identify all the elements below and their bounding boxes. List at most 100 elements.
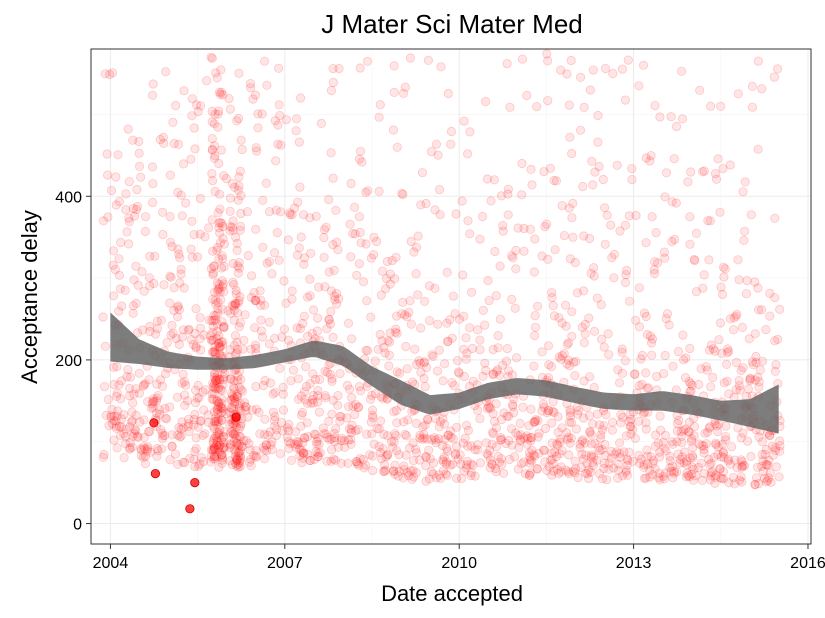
scatter-point <box>394 368 405 378</box>
scatter-point <box>639 462 649 472</box>
scatter-point <box>691 471 701 481</box>
scatter-point <box>648 469 658 480</box>
scatter-point <box>718 448 728 458</box>
scatter-point <box>259 300 270 310</box>
scatter-point <box>481 438 491 448</box>
scatter-point <box>116 422 127 432</box>
scatter-point <box>715 318 726 328</box>
scatter-point <box>732 309 742 319</box>
scatter-point <box>398 189 408 200</box>
scatter-point <box>646 151 656 161</box>
scatter-point <box>352 270 362 280</box>
scatter-point <box>298 448 308 458</box>
scatter-point <box>313 433 323 443</box>
scatter-point <box>145 426 155 436</box>
scatter-point <box>769 72 780 82</box>
scatter-point <box>246 344 256 354</box>
scatter-point <box>716 282 726 292</box>
scatter-point <box>251 295 261 305</box>
scatter-point <box>219 239 229 249</box>
scatter-point <box>217 403 228 413</box>
scatter-point <box>181 380 191 390</box>
scatter-point <box>175 278 185 288</box>
scatter-point <box>461 333 471 343</box>
scatter-point <box>266 440 276 450</box>
scatter-point <box>214 427 224 438</box>
scatter-point <box>565 411 575 421</box>
scatter-point <box>619 447 629 457</box>
scatter-point <box>210 342 220 352</box>
scatter-point <box>213 384 223 394</box>
scatter-point <box>680 424 691 434</box>
scatter-point <box>178 369 188 379</box>
scatter-point <box>179 377 190 387</box>
scatter-point <box>723 454 733 464</box>
scatter-point <box>176 424 186 434</box>
scatter-point <box>156 375 166 385</box>
scatter-point <box>623 455 633 466</box>
scatter-point <box>463 216 473 226</box>
scatter-point <box>124 213 134 223</box>
scatter-point <box>296 410 307 420</box>
scatter-point <box>532 102 542 112</box>
scatter-point <box>334 294 344 304</box>
scatter-point <box>408 438 418 448</box>
scatter-point <box>434 434 444 444</box>
scatter-point <box>246 454 256 464</box>
scatter-point <box>308 305 319 315</box>
scatter-point <box>372 423 382 434</box>
scatter-point <box>484 401 494 411</box>
scatter-point <box>211 413 221 423</box>
scatter-point <box>305 455 315 466</box>
scatter-point <box>273 63 284 73</box>
scatter-point <box>638 60 649 70</box>
scatter-point <box>196 452 206 463</box>
scatter-point <box>621 431 631 441</box>
scatter-point <box>554 352 564 362</box>
scatter-point <box>499 408 509 418</box>
scatter-point <box>212 374 223 384</box>
scatter-point <box>699 444 709 455</box>
scatter-point <box>762 475 773 486</box>
scatter-point <box>737 461 747 471</box>
scatter-point <box>366 417 376 427</box>
scatter-point <box>406 466 416 476</box>
scatter-point <box>207 117 217 127</box>
scatter-point <box>497 360 508 370</box>
scatter-point <box>487 459 497 469</box>
scatter-point <box>764 473 774 483</box>
scatter-point <box>262 445 272 456</box>
scatter-point <box>216 415 226 425</box>
scatter-point <box>573 472 583 483</box>
scatter-point <box>250 295 260 305</box>
scatter-point <box>213 242 223 253</box>
scatter-point <box>369 439 379 449</box>
scatter-point <box>249 287 259 298</box>
scatter-point <box>580 329 590 339</box>
scatter-point <box>136 450 146 461</box>
scatter-point <box>232 116 242 126</box>
scatter-point <box>125 372 136 382</box>
scatter-point <box>210 151 220 161</box>
scatter-point <box>614 438 625 448</box>
scatter-point <box>398 473 408 483</box>
scatter-point <box>750 277 760 287</box>
scatter-point <box>430 205 440 215</box>
scatter-point <box>421 362 432 373</box>
scatter-point <box>114 270 125 280</box>
scatter-point <box>390 327 401 337</box>
scatter-point <box>286 376 296 386</box>
scatter-point <box>326 306 336 316</box>
scatter-point <box>427 434 437 445</box>
scatter-point <box>450 309 460 319</box>
scatter-point <box>356 386 366 396</box>
scatter-point <box>577 436 587 446</box>
scatter-point <box>683 177 693 187</box>
scatter-point <box>604 464 614 474</box>
scatter-point <box>549 311 560 321</box>
scatter-point <box>588 65 598 75</box>
scatter-point <box>113 150 123 160</box>
scatter-point <box>343 401 354 412</box>
scatter-point <box>584 411 595 421</box>
scatter-point <box>236 208 246 219</box>
